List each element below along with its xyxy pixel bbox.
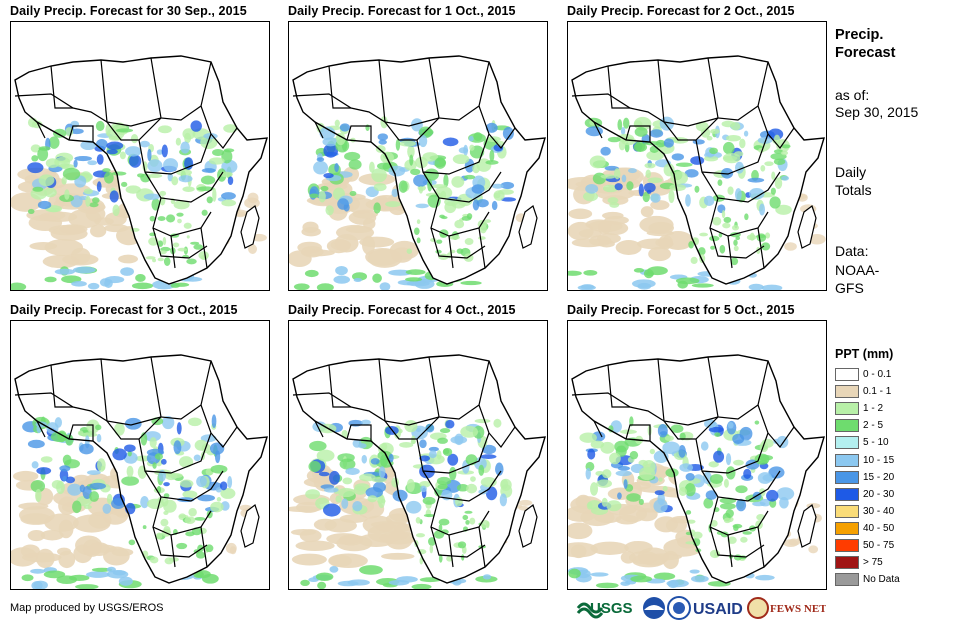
legend-swatch [835, 402, 859, 416]
sidebar-asof-date: Sep 30, 2015 [835, 104, 919, 120]
sidebar-totals-line1: Daily [835, 164, 867, 180]
madagascar [797, 504, 817, 548]
rain-belt [579, 416, 795, 562]
dry-band [568, 463, 822, 570]
madagascar [518, 205, 538, 249]
sidebar-totals-line2: Totals [835, 182, 872, 198]
fewsnet-logo-text: FEWS NET [770, 603, 826, 615]
legend-label: 50 - 75 [863, 540, 895, 551]
legend-label: 10 - 15 [863, 454, 895, 466]
legend-label: 15 - 20 [863, 471, 895, 483]
madagascar [797, 205, 817, 249]
madagascar [240, 504, 260, 548]
africa-coastline [14, 55, 268, 285]
country-borders [14, 57, 238, 269]
africa-coastline [571, 354, 825, 584]
map-panel-2 [288, 21, 548, 291]
africa-coastline [14, 354, 268, 584]
africa-coastline [292, 354, 546, 584]
noaa-logo [643, 597, 665, 619]
usaid-logo-text: USAID [693, 601, 743, 618]
panel-title-6: Daily Precip. Forecast for 5 Oct., 2015 [567, 303, 795, 317]
legend-label: 40 - 50 [863, 522, 895, 534]
sidebar-data-line1: Data: [835, 243, 869, 259]
legend-label: 0.1 - 1 [863, 386, 892, 398]
legend-swatch [835, 487, 859, 501]
panel-title-3: Daily Precip. Forecast for 2 Oct., 2015 [567, 4, 795, 18]
sidebar-heading-line2: Forecast [835, 45, 896, 61]
legend-swatch [835, 453, 859, 467]
legend-label: 2 - 5 [863, 420, 884, 432]
legend-label: 20 - 30 [863, 488, 895, 500]
rain-belt [305, 418, 513, 565]
legend-swatch [835, 470, 859, 484]
legend-label: 0 - 0.1 [863, 369, 892, 380]
sidebar-heading-line1: Precip. [835, 27, 884, 43]
usaid-logo: USAID [693, 601, 743, 618]
legend-swatch [835, 573, 859, 587]
legend-label: 30 - 40 [863, 505, 895, 517]
southern-rain-band [568, 266, 783, 290]
usgs-logo: USGS [576, 600, 633, 619]
legend-label: 1 - 2 [863, 403, 884, 415]
legend-label: 5 - 10 [863, 437, 889, 449]
africa-coastline [571, 55, 825, 285]
panel-title-1: Daily Precip. Forecast for 30 Sep., 2015 [10, 4, 247, 18]
country-borders [571, 57, 795, 269]
legend-swatch [835, 419, 859, 433]
country-borders [292, 57, 516, 269]
country-borders [14, 356, 238, 568]
sidebar-data-line2: NOAA- [835, 262, 880, 278]
legend-swatch [835, 368, 859, 381]
southern-rain-band [568, 567, 775, 589]
panel-title-2: Daily Precip. Forecast for 1 Oct., 2015 [288, 4, 516, 18]
legend-label: No Data [863, 574, 900, 586]
legend-swatch [835, 504, 859, 518]
legend-title: PPT (mm) [835, 347, 894, 361]
madagascar [240, 205, 260, 249]
panel-title-5: Daily Precip. Forecast for 4 Oct., 2015 [288, 303, 516, 317]
agency-logos: USGS USAID FEWS NET [576, 594, 827, 622]
country-borders [571, 356, 795, 568]
rain-belt [27, 117, 238, 266]
sidebar-asof-label: as of: [835, 87, 870, 103]
map-panel-5 [288, 320, 548, 590]
legend-label: > 75 [863, 557, 883, 569]
seal-logo [667, 596, 691, 620]
country-borders [292, 356, 516, 568]
legend-swatch [835, 436, 859, 450]
legend-swatch [835, 556, 859, 570]
legend-swatch [835, 539, 859, 552]
panel-title-4: Daily Precip. Forecast for 3 Oct., 2015 [10, 303, 238, 317]
madagascar [518, 504, 538, 548]
map-panel-3 [567, 21, 827, 291]
map-panel-6 [567, 320, 827, 590]
usgs-logo-text: USGS [590, 600, 633, 617]
map-panel-1 [10, 21, 270, 291]
map-panel-4 [10, 320, 270, 590]
legend-swatch [835, 385, 859, 399]
legend-swatch [835, 521, 859, 535]
rain-belt [307, 116, 517, 262]
map-credit: Map produced by USGS/EROS [10, 602, 164, 614]
africa-coastline [292, 55, 546, 285]
sidebar-data-line3: GFS [835, 280, 864, 296]
fewsnet-logo: FEWS NET [747, 597, 827, 619]
